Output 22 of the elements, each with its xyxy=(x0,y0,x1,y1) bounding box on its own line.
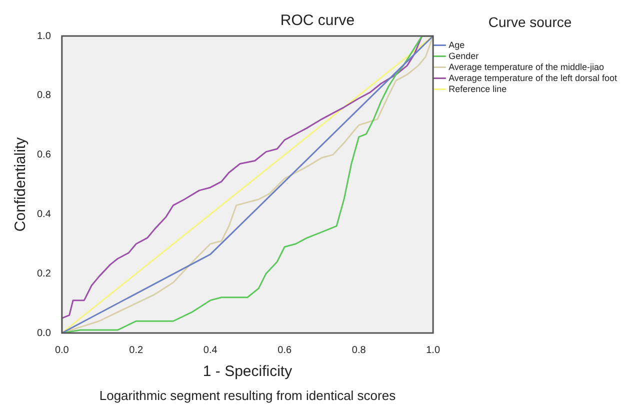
x-tick-label: 0.8 xyxy=(352,344,366,356)
legend-label: Average temperature of the middle-jiao xyxy=(448,62,604,72)
y-tick-label: 0.4 xyxy=(36,208,52,220)
y-tick-label: 0.2 xyxy=(36,268,52,280)
x-tick-label: 0.0 xyxy=(54,344,70,356)
x-axis-title: 1 - Specificity xyxy=(202,363,293,380)
y-tick-label: 0.0 xyxy=(36,328,52,339)
y-tick-label: 1.0 xyxy=(36,30,52,42)
legend-label: Reference line xyxy=(448,84,507,94)
legend-label: Age xyxy=(448,40,465,50)
x-tick-label: 0.6 xyxy=(278,344,292,356)
legend-label: Average temperature of the left dorsal foot xyxy=(448,72,618,83)
legend-label: Gender xyxy=(448,50,479,61)
y-axis-title: Confidentiality xyxy=(12,136,30,232)
x-tick-label: 0.4 xyxy=(203,344,218,356)
text: Logarithmic segment resulting from identical scores xyxy=(99,388,396,404)
x-tick-label: 0.2 xyxy=(129,344,144,356)
y-tick-label: 0.8 xyxy=(36,90,52,102)
legend-title: Curve source xyxy=(488,14,572,30)
x-tick-label: 1.0 xyxy=(426,344,440,356)
y-tick-label: 0.6 xyxy=(36,150,52,161)
chart-title: ROC curve xyxy=(280,12,355,30)
